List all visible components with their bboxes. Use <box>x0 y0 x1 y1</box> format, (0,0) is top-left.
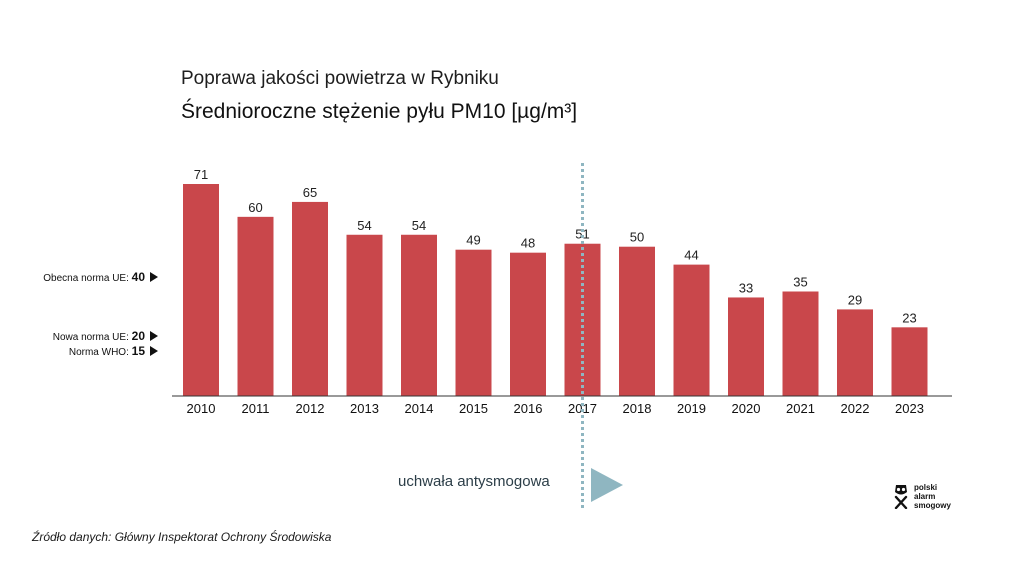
x-tick-label: 2017 <box>568 401 597 416</box>
bar <box>510 252 546 396</box>
bar <box>673 264 710 396</box>
bar <box>183 184 219 396</box>
data-source-note: Źródło danych: Główny Inspektorat Ochron… <box>32 530 332 544</box>
bar <box>837 309 873 396</box>
reference-label: Norma WHO: 15 <box>69 344 158 358</box>
x-tick-label: 2010 <box>187 401 216 416</box>
reference-label-text: Nowa norma UE: 20 <box>52 329 145 344</box>
x-tick-label: 2011 <box>242 401 270 416</box>
bar <box>237 216 274 396</box>
bar-value-label: 48 <box>521 236 535 251</box>
x-tick-label: 2013 <box>350 401 379 416</box>
x-tick-label: 2021 <box>786 401 815 416</box>
bar-value-label: 54 <box>412 218 426 233</box>
x-tick-label: 2022 <box>841 401 870 416</box>
arrow-right-icon <box>150 346 158 357</box>
bar-value-label: 60 <box>248 200 262 215</box>
bar <box>401 234 437 396</box>
reference-label-text: Norma WHO: 15 <box>68 344 145 359</box>
x-tick-label: 2012 <box>296 401 325 416</box>
chart-subtitle: Średnioroczne stężenie pyłu PM10 [µg/m³] <box>181 100 578 123</box>
bar <box>782 291 819 396</box>
bar <box>346 234 383 396</box>
x-tick-label: 2015 <box>459 401 488 416</box>
bar-value-label: 33 <box>739 280 753 295</box>
logo-line: smogowy <box>914 501 951 510</box>
reference-label-text: Obecna norma UE: 40 <box>43 269 145 284</box>
gas-mask-icon <box>894 485 908 509</box>
reference-label-value: 40 <box>131 269 145 284</box>
bar <box>292 201 328 396</box>
polski-alarm-smogowy-logo: polski alarm smogowy <box>893 483 951 510</box>
reference-label-value: 15 <box>131 344 145 359</box>
reference-label-value: 20 <box>131 329 145 344</box>
x-tick-label: 2014 <box>405 401 434 416</box>
bar-value-label: 54 <box>357 218 371 233</box>
bar-value-label: 51 <box>575 227 589 242</box>
bar-value-label: 35 <box>793 274 807 289</box>
resolution-label: uchwała antysmogowa <box>398 473 550 490</box>
bar-value-label: 29 <box>848 292 862 307</box>
bar-value-label: 65 <box>303 185 317 200</box>
bar-value-label: 50 <box>630 230 644 245</box>
reference-label: Nowa norma UE: 20 <box>53 329 158 343</box>
chart-title: Poprawa jakości powietrza w Rybniku <box>181 68 499 89</box>
logo-text: polski alarm smogowy <box>914 483 951 510</box>
bar <box>455 249 492 396</box>
bar <box>619 246 655 396</box>
arrow-right-icon <box>150 271 158 282</box>
x-tick-label: 2016 <box>514 401 543 416</box>
bar-value-label: 23 <box>902 310 916 325</box>
bar <box>891 327 928 396</box>
bar-value-label: 44 <box>684 248 698 263</box>
logo-line: alarm <box>914 492 936 501</box>
resolution-arrow-icon <box>591 468 623 502</box>
bar-value-label: 49 <box>466 233 480 248</box>
arrow-right-icon <box>150 331 158 342</box>
bar-value-label: 71 <box>194 167 208 182</box>
x-tick-label: 2020 <box>732 401 761 416</box>
bar <box>728 297 764 396</box>
reference-label: Obecna norma UE: 40 <box>43 270 158 284</box>
x-tick-label: 2023 <box>895 401 924 416</box>
x-tick-label: 2019 <box>677 401 706 416</box>
x-tick-label: 2018 <box>623 401 652 416</box>
logo-line: polski <box>914 483 938 492</box>
